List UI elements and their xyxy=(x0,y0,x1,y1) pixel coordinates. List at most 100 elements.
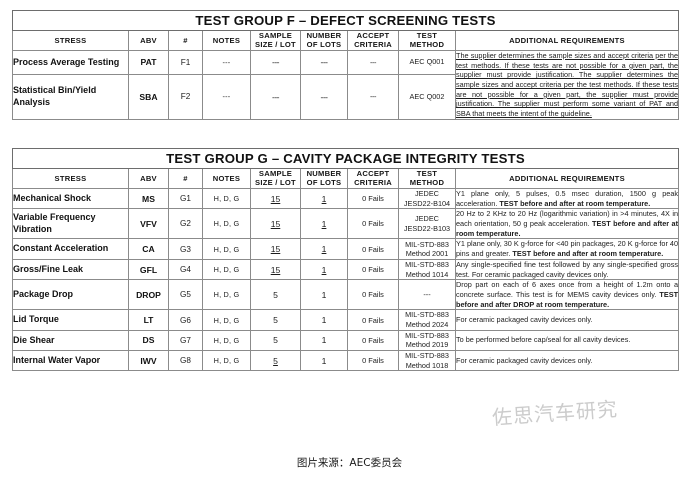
cell-accept-criteria: 0 Fails xyxy=(347,279,399,311)
cell-sample-size-value: 15 xyxy=(270,193,281,204)
cell-sample-size: 15 xyxy=(250,238,301,260)
column-header-additional-requirements: ADDITIONAL REQUIREMENTS xyxy=(454,30,680,51)
table-row: Process Average Testing PAT F1 --- --- -… xyxy=(12,49,680,120)
column-header-sample-size-line1: SAMPLE xyxy=(258,169,293,178)
column-header-method-line1: TEST xyxy=(416,31,438,40)
test-method-line2: JESD22-B104 xyxy=(403,198,451,208)
cell-abv: CA xyxy=(128,238,169,260)
cell-test-method: MIL-STD-883 Method 2024 xyxy=(398,309,456,331)
cell-notes: H, D, G xyxy=(202,258,251,281)
column-header-notes: NOTES xyxy=(202,30,251,51)
cell-abv: DROP xyxy=(128,279,169,311)
table-f-title-row: TEST GROUP F – DEFECT SCREENING TESTS xyxy=(11,10,680,31)
cell-number-of-lots: 1 xyxy=(300,279,348,311)
cell-stress: Constant Acceleration xyxy=(12,238,129,260)
cell-additional-requirements: Drop part on each of 6 axes once from a … xyxy=(454,279,680,311)
additional-requirements-text: The supplier determines the sample sizes… xyxy=(456,50,679,119)
cell-number: G2 xyxy=(168,208,203,240)
cell-sample-size: 5 xyxy=(250,349,301,372)
test-method-line1: MIL-STD-883 xyxy=(405,239,449,249)
test-group-g-table-container: TEST GROUP G – CAVITY PACKAGE INTEGRITY … xyxy=(11,148,680,372)
column-header-sample-size-line1: SAMPLE xyxy=(258,31,293,40)
cell-number: F1 xyxy=(168,49,203,75)
test-method-line2: Method 1018 xyxy=(405,360,449,370)
additional-requirements-emphasis: TEST before and after at room temperatur… xyxy=(456,219,679,238)
column-header-number-of-lots: NUMBER OF LOTS xyxy=(300,168,348,189)
cell-test-method: MIL-STD-883 Method 2019 xyxy=(398,329,456,351)
cell-sample-size: 15 xyxy=(250,187,301,210)
column-header-lots-line2: OF LOTS xyxy=(306,178,342,188)
column-header-lots-line2: OF LOTS xyxy=(306,40,342,50)
cell-sample-size: 5 xyxy=(250,279,301,311)
cell-additional-requirements: The supplier determines the sample sizes… xyxy=(454,49,680,120)
table-g-title: TEST GROUP G – CAVITY PACKAGE INTEGRITY … xyxy=(11,148,680,169)
cell-stress: Lid Torque xyxy=(12,309,129,331)
column-header-abv: ABV xyxy=(128,30,169,51)
table-f-header-row: STRESS ABV # NOTES SAMPLE SIZE / LOT NUM… xyxy=(12,30,680,51)
cell-number: F2 xyxy=(168,73,203,120)
cell-abv: PAT xyxy=(128,49,169,75)
cell-abv: DS xyxy=(128,329,169,351)
column-header-accept-criteria: ACCEPT CRITERIA xyxy=(347,30,399,51)
column-header-sample-size: SAMPLE SIZE / LOT xyxy=(250,168,301,189)
test-method-line2: Method 2001 xyxy=(405,249,449,259)
cell-stress: Package Drop xyxy=(12,279,129,311)
column-header-sample-size-line2: SIZE / LOT xyxy=(255,40,296,50)
test-method-line1: MIL-STD-883 xyxy=(405,330,449,340)
column-header-number-of-lots: NUMBER OF LOTS xyxy=(300,30,348,51)
column-header-lots-line1: NUMBER xyxy=(306,31,342,40)
cell-number: G7 xyxy=(168,329,203,351)
cell-abv: SBA xyxy=(128,73,169,120)
additional-requirements-text: For ceramic packaged cavity devices only… xyxy=(456,315,593,325)
cell-accept-criteria: 0 Fails xyxy=(347,349,399,372)
cell-number-of-lots: 1 xyxy=(300,208,348,240)
cell-abv: LT xyxy=(128,309,169,331)
cell-notes: H, D, G xyxy=(202,349,251,372)
cell-notes: H, D, G xyxy=(202,208,251,240)
column-header-test-method: TEST METHOD xyxy=(398,30,456,51)
cell-notes: H, D, G xyxy=(202,329,251,351)
cell-number-of-lots: 1 xyxy=(300,329,348,351)
cell-notes: H, D, G xyxy=(202,309,251,331)
test-method-line2: Method 2019 xyxy=(405,340,449,350)
test-method-line1: MIL-STD-883 xyxy=(405,259,449,269)
cell-accept-criteria: --- xyxy=(347,49,399,75)
cell-sample-size: 15 xyxy=(250,208,301,240)
cell-stress: Process Average Testing xyxy=(12,49,129,75)
cell-number: G6 xyxy=(168,309,203,331)
table-f-title: TEST GROUP F – DEFECT SCREENING TESTS xyxy=(11,10,680,31)
column-header-stress: STRESS xyxy=(12,30,129,51)
additional-requirements-text: Drop part on each of 6 axes once from a … xyxy=(456,280,679,299)
test-method-line1: JEDEC xyxy=(415,189,439,199)
test-method-line2: Method 1014 xyxy=(405,269,449,279)
cell-accept-criteria: 0 Fails xyxy=(347,258,399,281)
cell-test-method: MIL-STD-883 Method 1014 xyxy=(398,258,456,281)
cell-test-method: AEC Q001 xyxy=(398,49,456,75)
test-method-line2: Method 2024 xyxy=(405,320,449,330)
additional-requirements-text: Any single-specified fine test followed … xyxy=(456,259,679,279)
table-g-header-row: STRESS ABV # NOTES SAMPLE SIZE / LOT NUM… xyxy=(12,168,680,189)
cell-stress: Variable Frequency Vibration xyxy=(12,208,129,240)
cell-number-of-lots-value: 1 xyxy=(321,264,327,275)
cell-number-of-lots-value: 1 xyxy=(321,193,327,204)
cell-additional-requirements: To be performed before cap/seal for all … xyxy=(454,329,680,351)
cell-number-of-lots: --- xyxy=(300,49,348,75)
cell-stress: Statistical Bin/Yield Analysis xyxy=(12,73,129,120)
table-row: Statistical Bin/Yield Analysis SBA F2 --… xyxy=(12,73,679,120)
cell-stress: Die Shear xyxy=(12,329,129,351)
cell-accept-criteria: 0 Fails xyxy=(347,309,399,331)
cell-test-method: AEC Q002 xyxy=(398,73,456,120)
cell-sample-size-value: 15 xyxy=(270,218,281,229)
table-g-title-row: TEST GROUP G – CAVITY PACKAGE INTEGRITY … xyxy=(11,148,680,169)
column-header-method-line2: METHOD xyxy=(409,40,445,50)
cell-additional-requirements: Y1 plane only, 5 pulses, 0.5 msec durati… xyxy=(454,187,680,210)
additional-requirements-emphasis: TEST before and after DROP at room tempe… xyxy=(456,290,679,309)
test-method-line1: --- xyxy=(423,290,431,300)
cell-notes: H, D, G xyxy=(202,187,251,210)
test-group-f-table-container: TEST GROUP F – DEFECT SCREENING TESTS ST… xyxy=(11,10,680,120)
cell-number: G1 xyxy=(168,187,203,210)
cell-number-of-lots: 1 xyxy=(300,349,348,372)
cell-accept-criteria: 0 Fails xyxy=(347,208,399,240)
cell-sample-size-value: 5 xyxy=(273,355,278,366)
